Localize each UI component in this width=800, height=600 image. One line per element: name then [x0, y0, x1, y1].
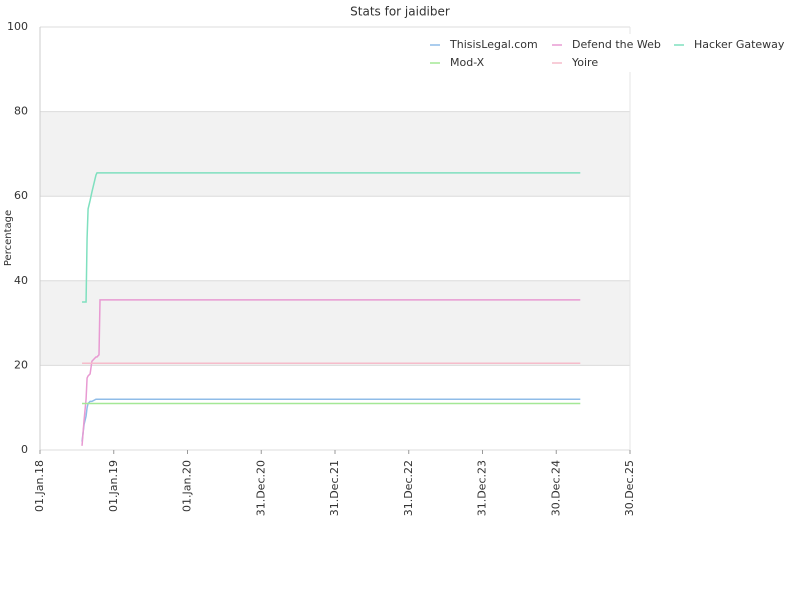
legend: ThisisLegal.com Defend the Web Hacker Gate…: [420, 34, 790, 72]
legend-label: Yoire: [571, 56, 598, 69]
x-tick-label: 30.Dec.24: [549, 460, 562, 516]
y-tick-label: 20: [14, 358, 28, 371]
x-tick-label: 31.Dec.23: [476, 460, 489, 516]
series-line: [81, 398, 581, 442]
x-tick-label: 31.Dec.20: [254, 460, 267, 516]
legend-label: ThisisLegal.com: [449, 38, 538, 51]
x-tick-label: 01.Jan.20: [181, 460, 194, 512]
grid-band: [40, 111, 630, 197]
legend-box: [420, 34, 790, 72]
grid-band: [40, 280, 630, 366]
legend-label: Hacker Gateway: [694, 38, 785, 51]
x-tick-label: 01.Jan.19: [107, 460, 120, 512]
series-line: [82, 172, 581, 303]
y-tick-label: 100: [7, 20, 28, 33]
x-tick-label: 01.Jan.18: [33, 460, 46, 512]
legend-label: Defend the Web: [572, 38, 661, 51]
y-tick-label: 60: [14, 189, 28, 202]
y-axis-label: Percentage: [3, 210, 14, 266]
y-tick-label: 40: [14, 274, 28, 287]
x-tick-label: 31.Dec.22: [402, 460, 415, 516]
y-tick-label: 0: [21, 443, 28, 456]
y-tick-label: 80: [14, 105, 28, 118]
legend-label: Mod-X: [450, 56, 485, 69]
x-tick-label: 31.Dec.21: [328, 460, 341, 516]
x-tick-label: 30.Dec.25: [623, 460, 636, 516]
chart-title: Stats for jaidiber: [350, 5, 450, 19]
